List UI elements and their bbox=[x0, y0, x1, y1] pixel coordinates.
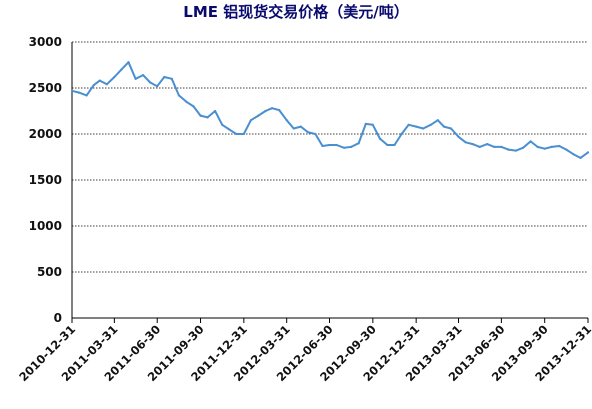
data-point bbox=[170, 77, 173, 80]
data-point bbox=[415, 125, 418, 128]
data-point bbox=[228, 128, 231, 131]
data-point bbox=[565, 148, 568, 151]
data-point bbox=[371, 123, 374, 126]
data-point bbox=[127, 61, 130, 64]
data-point bbox=[393, 143, 396, 147]
y-tick-label: 1500 bbox=[29, 173, 62, 187]
data-point bbox=[507, 148, 510, 151]
data-point bbox=[278, 109, 281, 112]
data-point bbox=[386, 143, 389, 147]
data-point bbox=[586, 151, 590, 154]
data-point bbox=[572, 153, 575, 156]
y-tick-label: 3000 bbox=[29, 35, 62, 49]
data-point bbox=[378, 137, 381, 140]
data-point bbox=[514, 149, 518, 152]
data-point bbox=[221, 123, 224, 126]
data-point bbox=[242, 132, 245, 136]
y-tick-label: 0 bbox=[54, 311, 62, 325]
data-point bbox=[521, 146, 525, 149]
y-tick-label: 500 bbox=[37, 265, 62, 279]
data-point bbox=[235, 132, 238, 136]
data-point bbox=[70, 89, 74, 92]
data-point bbox=[306, 131, 309, 134]
data-point bbox=[105, 83, 108, 86]
data-point bbox=[113, 75, 116, 79]
data-point bbox=[163, 75, 166, 79]
data-point bbox=[400, 132, 403, 136]
data-point bbox=[529, 140, 532, 143]
data-point bbox=[500, 145, 503, 148]
data-point bbox=[249, 119, 252, 122]
data-point bbox=[85, 94, 88, 97]
data-point bbox=[177, 94, 180, 97]
data-point bbox=[142, 74, 145, 77]
data-point bbox=[299, 125, 302, 128]
y-tick-label: 2000 bbox=[29, 127, 62, 141]
data-point bbox=[478, 145, 481, 148]
data-point bbox=[185, 100, 188, 103]
data-point bbox=[206, 116, 209, 119]
data-point bbox=[536, 145, 539, 148]
data-point bbox=[422, 127, 425, 130]
data-point bbox=[407, 123, 410, 126]
data-point bbox=[271, 107, 274, 110]
data-point bbox=[493, 145, 496, 148]
data-point bbox=[343, 146, 346, 149]
data-point bbox=[543, 147, 546, 150]
data-point bbox=[335, 143, 338, 147]
data-point bbox=[92, 84, 95, 87]
data-point bbox=[292, 127, 295, 130]
data-point bbox=[550, 145, 553, 148]
chart-title: LME 铝现货交易价格（美元/吨） bbox=[183, 3, 409, 21]
data-point bbox=[285, 119, 288, 122]
data-point bbox=[214, 109, 217, 113]
data-point bbox=[134, 77, 137, 80]
y-tick-label: 2500 bbox=[29, 81, 62, 95]
data-point bbox=[120, 68, 123, 71]
data-point bbox=[192, 105, 195, 108]
data-point bbox=[449, 127, 453, 130]
data-point bbox=[314, 132, 317, 136]
data-point bbox=[558, 144, 561, 148]
data-point bbox=[436, 119, 439, 122]
price-series-line bbox=[71, 61, 589, 159]
data-point bbox=[257, 114, 260, 117]
data-point bbox=[98, 79, 101, 82]
data-point bbox=[328, 143, 331, 147]
data-point bbox=[350, 145, 353, 148]
data-point bbox=[264, 109, 267, 113]
data-point bbox=[321, 144, 324, 148]
data-point bbox=[457, 135, 460, 138]
data-point bbox=[149, 81, 152, 84]
data-point bbox=[78, 91, 81, 94]
data-point bbox=[471, 143, 474, 146]
data-point bbox=[429, 123, 432, 126]
data-point bbox=[464, 141, 467, 144]
data-point bbox=[579, 156, 582, 159]
data-point bbox=[486, 143, 489, 146]
data-point bbox=[364, 122, 367, 125]
data-point bbox=[357, 142, 360, 145]
data-point bbox=[156, 85, 159, 88]
data-point bbox=[442, 125, 445, 128]
data-point bbox=[199, 114, 202, 117]
y-tick-label: 1000 bbox=[29, 219, 62, 233]
